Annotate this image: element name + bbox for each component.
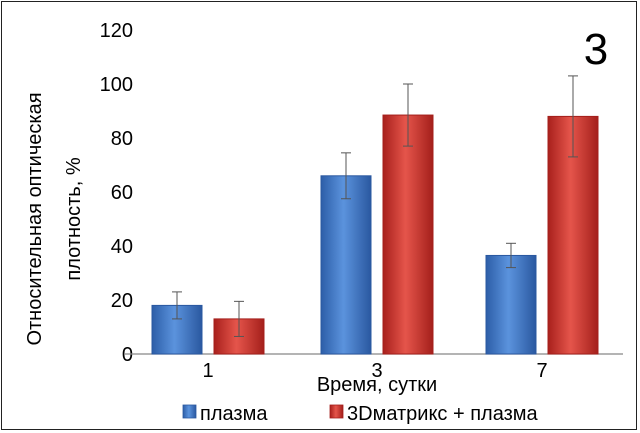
x-tick-label: 7 [536, 360, 547, 382]
error-bar-plasma-3 [341, 152, 351, 200]
error-bar-matrix-plasma-7 [568, 75, 578, 158]
y-axis-title-line2: плотность, % [63, 157, 85, 280]
y-axis-ticks: 0 20 40 60 80 100 120 [100, 20, 133, 366]
bar-plasma-3 [320, 175, 372, 355]
x-axis-title: Время, сутки [317, 374, 437, 396]
y-tick-label: 20 [111, 290, 133, 312]
bar-matrix-plasma-3 [382, 114, 434, 355]
y-tick-label: 40 [111, 236, 133, 258]
error-bar-plasma-1 [172, 291, 182, 320]
legend-swatch-matrix-plasma [329, 404, 344, 419]
panel-label: 3 [584, 25, 608, 74]
legend-label-plasma: плазма [200, 403, 268, 425]
bar-plasma-7 [485, 254, 537, 355]
y-axis-title-line1: Относительная оптическая [24, 92, 46, 345]
y-tick-label: 80 [111, 128, 133, 150]
y-tick-label: 0 [122, 344, 133, 366]
legend-swatch-plasma [182, 404, 197, 419]
x-axis-ticks: 1 3 7 [202, 360, 547, 382]
error-bar-plasma-7 [506, 242, 516, 269]
y-tick-label: 120 [100, 20, 133, 42]
y-tick-label: 100 [100, 74, 133, 96]
error-bar-matrix-plasma-3 [403, 83, 413, 147]
y-axis-title: Относительная оптическая плотность, % [24, 92, 85, 345]
x-tick-label: 1 [202, 360, 213, 382]
error-bars [172, 75, 578, 337]
legend: плазма 3Dматрикс + плазма [182, 403, 539, 425]
legend-label-matrix-plasma: 3Dматрикс + плазма [347, 403, 539, 425]
bars [151, 114, 599, 355]
x-tick-label: 3 [371, 360, 382, 382]
error-bar-matrix-plasma-1 [234, 300, 244, 337]
y-tick-label: 60 [111, 182, 133, 204]
